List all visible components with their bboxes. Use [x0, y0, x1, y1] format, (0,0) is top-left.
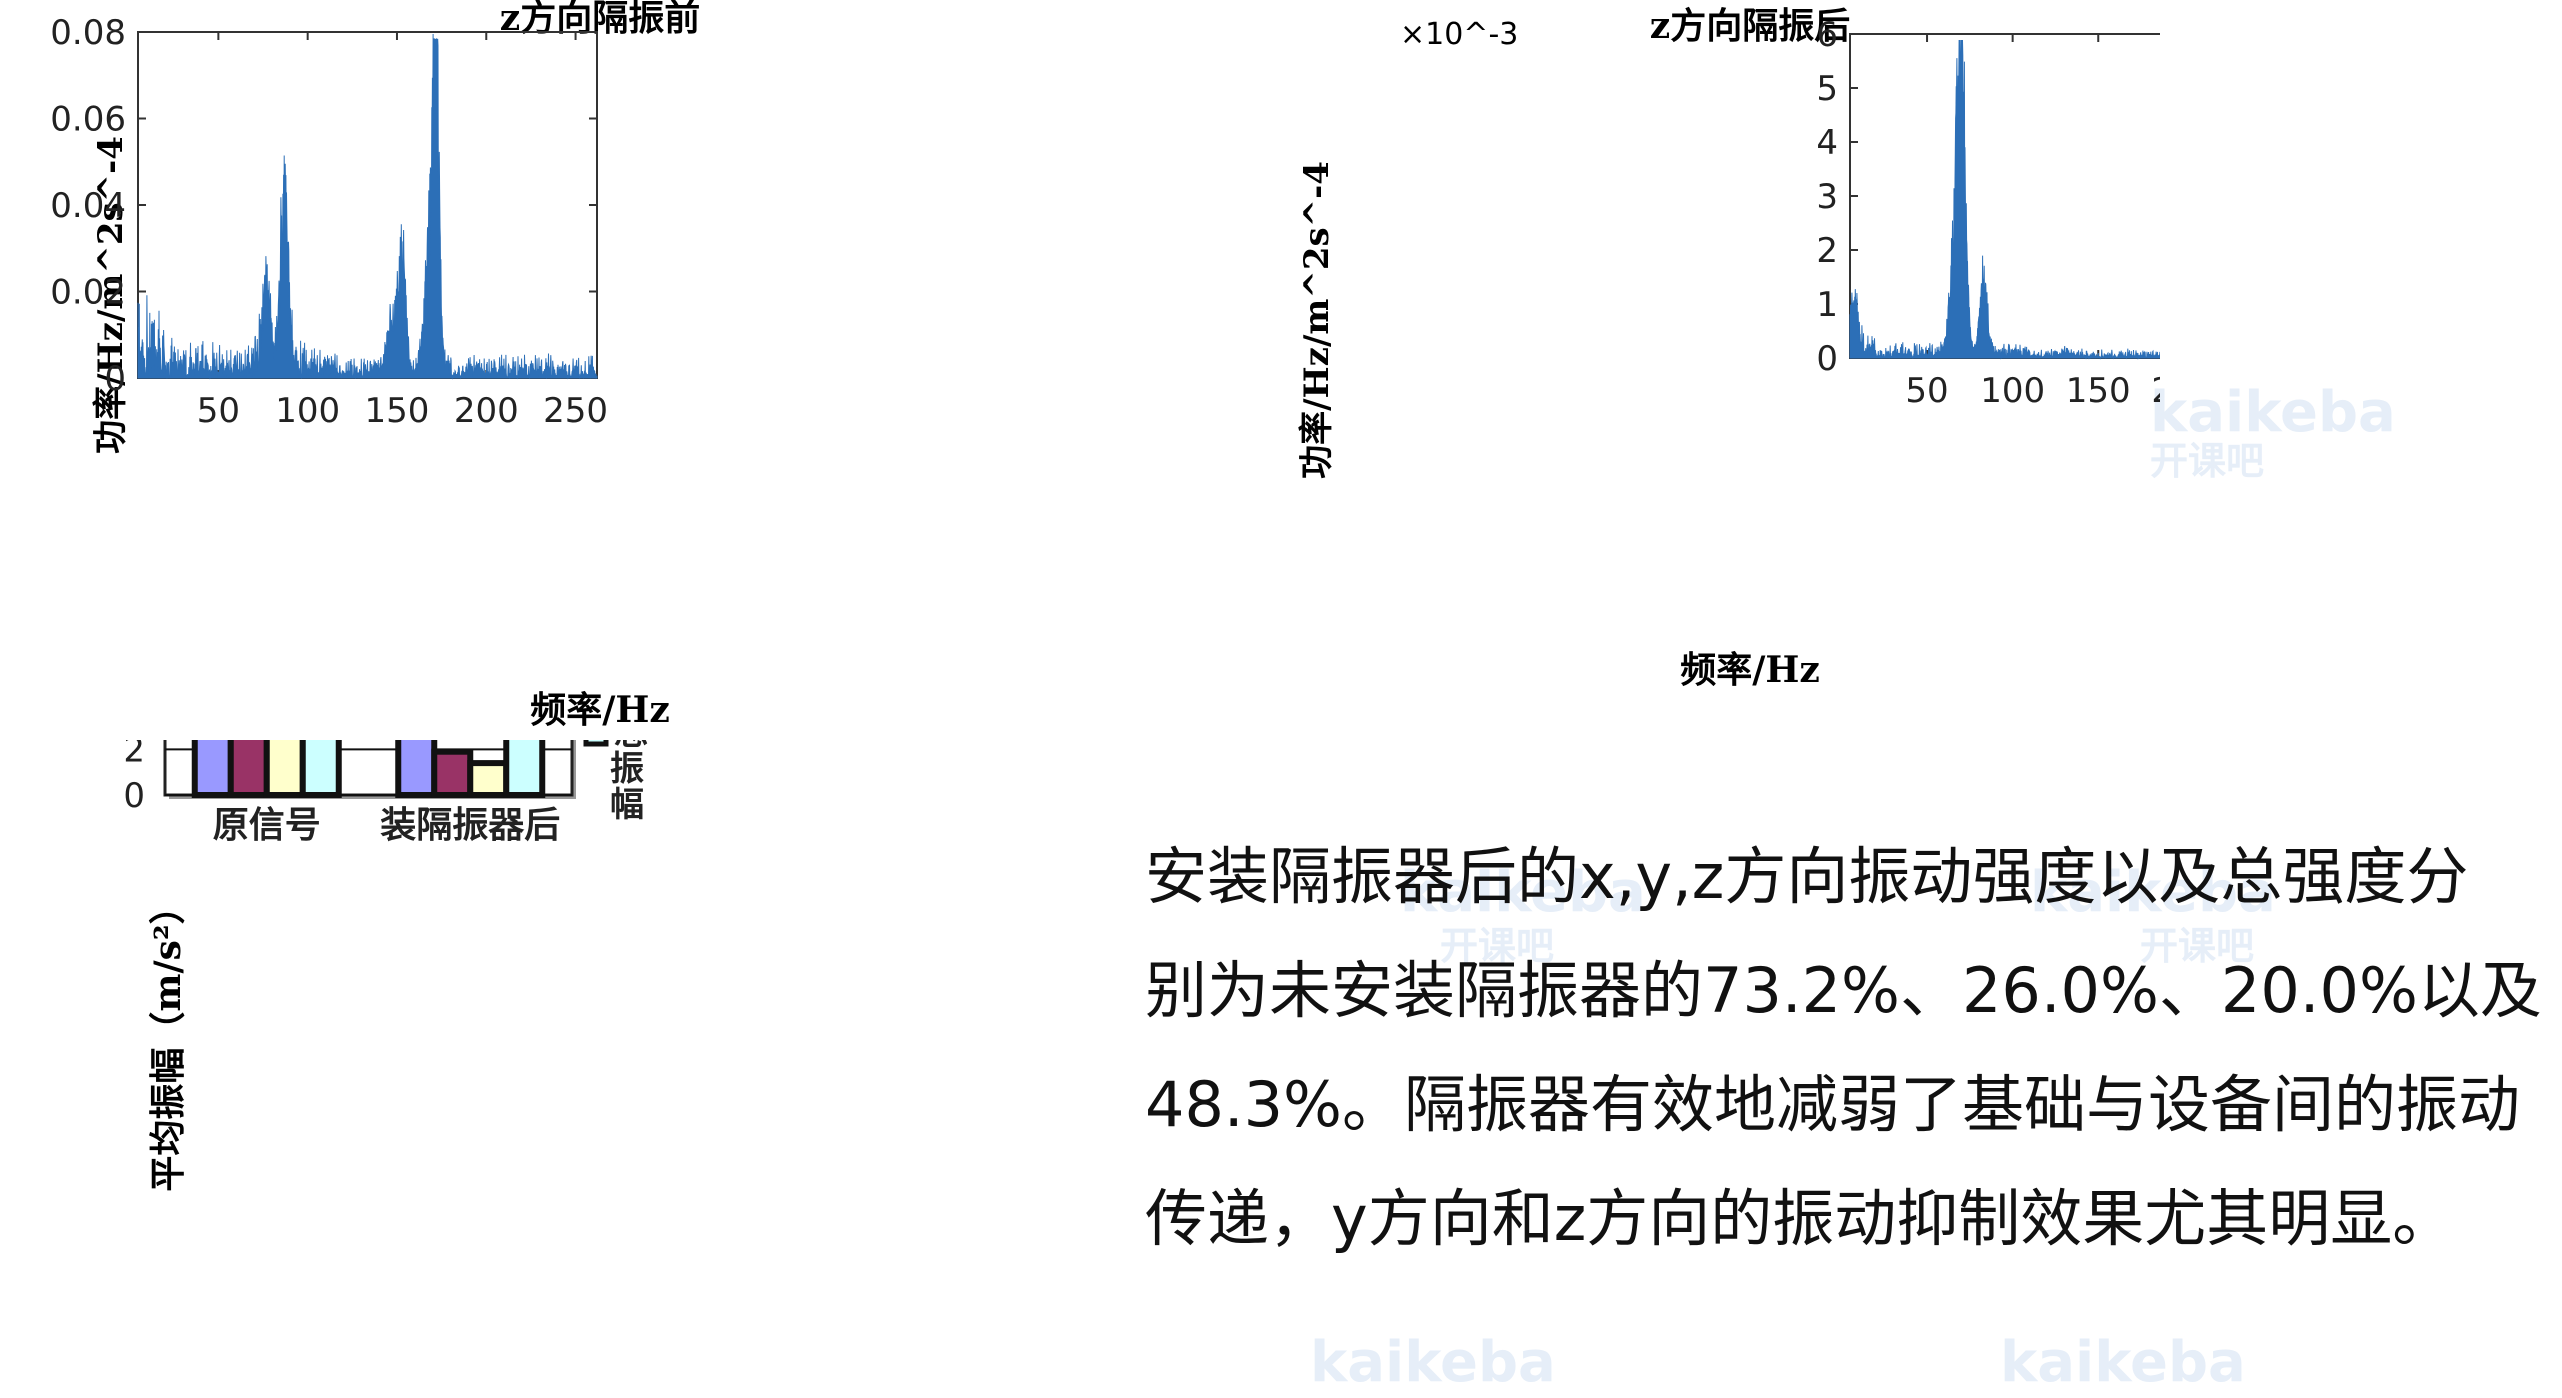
bar — [227, 630, 270, 798]
x-tick-label: 200 — [2151, 371, 2160, 411]
watermark-logo-cn: 开课吧 — [2140, 924, 2255, 968]
x-tick-label: 150 — [365, 391, 430, 431]
bar — [503, 655, 546, 798]
x-tick-label: 200 — [454, 391, 519, 431]
y-tick-label: 1 — [1816, 285, 1838, 325]
y-tick-label: 5 — [1816, 69, 1838, 109]
bar — [299, 509, 342, 798]
y-tick-label: 0.06 — [50, 100, 126, 140]
spectrum-series — [137, 33, 598, 380]
y-tick-label: 2 — [1816, 231, 1838, 271]
summary-line: 传递，y方向和z方向的振动抑制效果尤其明显。 — [1145, 1182, 2455, 1255]
psd-chart-after-svg: z方向隔振后 ×10^-3 频率/Hz 功率/Hz/m^2s^-4 50 100 1… — [1297, 5, 2302, 691]
plot-frame — [1849, 33, 2291, 359]
legend-label: 幅 — [610, 785, 644, 825]
y-axis-label: 功率/Hz/m^2s^-4 — [91, 136, 131, 454]
bar — [191, 618, 234, 799]
y-axis-label: 平均振幅（m/s²） — [147, 888, 189, 1191]
y-tick-label: 6 — [1816, 15, 1838, 55]
y-axis-label: 功率/Hz/m^2s^-4 — [1297, 161, 1337, 479]
x-category-label: 装隔振器后 — [380, 805, 560, 846]
amplitude-bar-chart: 平均振幅（m/s²） 02468101214原信号装隔振器后xyz总振幅 — [90, 457, 1040, 1394]
watermark-logo-cn: 开课吧 — [2150, 439, 2265, 483]
x-tick-label: 100 — [1980, 371, 2045, 411]
psd-chart-before: z方向隔振前 频率/Hz 功率/Hz/m^2s^-4 50 100 150 200 25… — [0, 0, 1000, 740]
y-tick-label: 4 — [1816, 123, 1838, 163]
summary-line: 安装隔振器后的x,y,z方向振动强度以及总强度分 — [1145, 840, 2469, 913]
bar — [467, 760, 510, 798]
watermark-logo: kaikeba — [2000, 1330, 2246, 1395]
summary-line: 别为未安装隔振器的73.2%、26.0%、20.0%以及 — [1145, 954, 2542, 1027]
x-axis-label: 频率/Hz — [530, 689, 670, 731]
y-tick-label: 2 — [123, 740, 145, 770]
watermark-logo-cn: 开课吧 — [1440, 924, 1555, 968]
watermark-logo: kaikeba — [2150, 380, 2396, 445]
x-tick-label: 250 — [543, 391, 608, 431]
y-tick-label: 3 — [1816, 177, 1838, 217]
summary-line: 48.3%。隔振器有效地减弱了基础与设备间的振动 — [1145, 1068, 2520, 1141]
amplitude-bar-chart-svg: 平均振幅（m/s²） 02468101214原信号装隔振器后xyz总振幅 — [102, 457, 648, 1192]
x-tick-label: 150 — [2066, 371, 2131, 411]
legend-label: 振 — [610, 749, 644, 789]
bar — [395, 664, 438, 798]
y-tick-label: 0.04 — [50, 186, 126, 226]
spectrum-series — [1849, 40, 2291, 360]
legend-swatch — [583, 721, 609, 747]
bar — [431, 748, 474, 799]
watermark-logo: kaikeba — [2030, 860, 2276, 925]
bar — [263, 639, 306, 799]
x-tick-label: 50 — [197, 391, 240, 431]
plot-frame — [137, 31, 598, 379]
chart-title: z方向隔振前 — [500, 0, 700, 39]
y-tick-label: 0 — [1816, 339, 1838, 379]
y-tick-label: 0 — [104, 359, 126, 399]
chart-title: z方向隔振后 — [1650, 5, 1850, 47]
summary-text: 安装隔振器后的x,y,z方向振动强度以及总强度分 别为未安装隔振器的73.2%、… — [1145, 820, 2545, 1276]
y-tick-label: 0.08 — [50, 13, 126, 53]
y-scale-label: ×10^-3 — [1400, 17, 1518, 52]
x-axis-label: 频率/Hz — [1680, 649, 1820, 691]
y-tick-label: 0.02 — [50, 273, 126, 313]
psd-chart-before-svg: z方向隔振前 频率/Hz 功率/Hz/m^2s^-4 50 100 150 200 25… — [50, 0, 700, 731]
watermark-logo: kaikeba — [1400, 860, 1646, 925]
x-tick-label: 50 — [1905, 371, 1948, 411]
x-category-label: 原信号 — [213, 805, 321, 846]
psd-chart-after: z方向隔振后 ×10^-3 频率/Hz 功率/Hz/m^2s^-4 50 100 1… — [1280, 0, 2302, 710]
y-tick-label: 0 — [123, 776, 145, 816]
watermark-logo: kaikeba — [1310, 1330, 1556, 1395]
x-tick-label: 100 — [275, 391, 340, 431]
